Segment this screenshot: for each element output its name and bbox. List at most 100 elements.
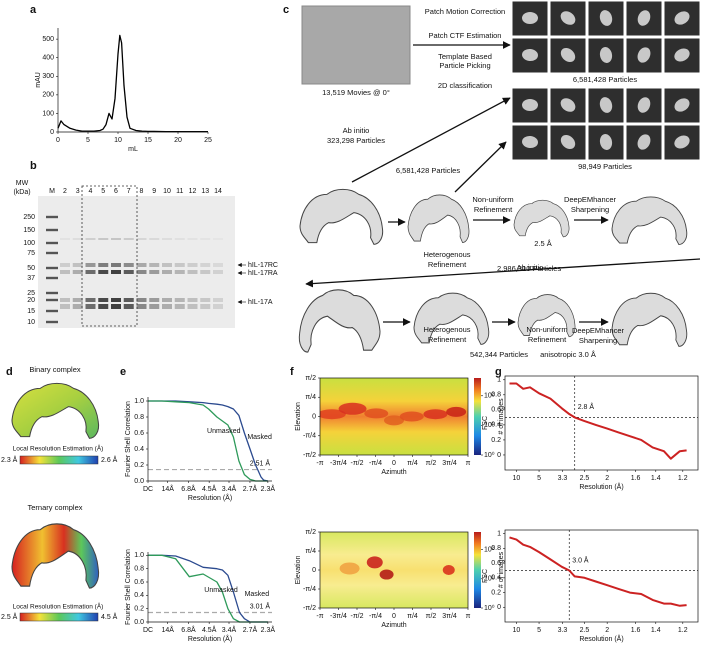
x-tick-label: 2.7Å <box>243 625 258 634</box>
gel-band <box>187 298 198 302</box>
series-line <box>509 536 687 607</box>
map-title: Binary complex <box>29 365 81 374</box>
gel-image <box>38 196 235 328</box>
x-tick-label: 2 <box>605 627 609 634</box>
y-axis-label: mAU <box>35 72 42 88</box>
x-tick-label: 0 <box>392 613 396 620</box>
lane-label: 8 <box>140 188 144 195</box>
band-label: hIL-17RA <box>248 270 278 277</box>
colorbar-label: 10¹ <box>484 576 495 583</box>
marker-band <box>46 276 58 280</box>
gel-band <box>98 238 109 240</box>
lane-label: 2 <box>63 188 67 195</box>
gel-band <box>174 298 185 302</box>
workflow-step: Refinement <box>428 260 467 269</box>
y-tick-label: -π/2 <box>303 452 316 459</box>
class-particle <box>637 47 651 63</box>
x-tick-label: -π/2 <box>351 613 364 620</box>
y-tick-label: 1.0 <box>134 398 144 405</box>
workflow-text: 13,519 Movies @ 0° <box>322 88 390 97</box>
marker-band <box>46 291 58 295</box>
workflow-step: Patch CTF Estimation <box>429 31 502 40</box>
annotation: 2.51 Å <box>250 458 271 467</box>
y-axis-label: FSC <box>482 416 489 430</box>
gel-band <box>123 304 134 309</box>
class-particle <box>522 48 538 62</box>
class-particle <box>560 98 576 112</box>
marker-label: 10 <box>27 319 35 326</box>
marker-band <box>46 320 58 324</box>
gel-band <box>60 263 70 267</box>
series-label: Masked <box>247 434 272 441</box>
x-tick-label: 2 <box>605 475 609 482</box>
gel-band <box>213 304 223 309</box>
lane-label: 13 <box>201 188 209 195</box>
gel-band <box>85 298 96 302</box>
x-axis-label: Azimuth <box>381 469 406 476</box>
y-tick-label: 400 <box>42 55 54 62</box>
x-tick-label: 4.5Å <box>202 484 217 493</box>
marker-band <box>46 241 58 245</box>
colorbar <box>19 612 99 622</box>
x-tick-label: 3.4Å <box>222 625 237 634</box>
workflow-step: Non-uniform <box>526 325 567 334</box>
annotation: 2.8 Å <box>578 402 595 411</box>
x-tick-label: 10 <box>512 475 520 482</box>
band-label: hIL-17RC <box>248 262 278 269</box>
lane-label: 9 <box>152 188 156 195</box>
gel-band <box>213 270 223 274</box>
x-tick-label: π <box>466 613 471 620</box>
x-tick-label: -π/4 <box>369 613 382 620</box>
class-particle <box>560 48 576 62</box>
gel-band <box>111 298 121 302</box>
workflow-text: 542,344 Particles <box>470 350 528 359</box>
workflow-step: Heterogenous <box>423 325 470 334</box>
gel-band <box>123 263 134 267</box>
marker-label: 75 <box>27 250 35 257</box>
x-tick-label: 1.2 <box>678 475 688 482</box>
density-map <box>513 199 570 238</box>
y-tick-label: 1.0 <box>134 552 144 559</box>
y-tick-label: 0.0 <box>134 478 144 485</box>
x-tick-label: 10 <box>512 627 520 634</box>
y-tick-label: 0.8 <box>491 392 501 399</box>
x-axis-label: Resolution (Å) <box>188 634 232 643</box>
y-tick-label: 0 <box>497 452 501 459</box>
marker-label: 15 <box>27 308 35 315</box>
gel-band <box>162 304 172 309</box>
density-map <box>298 289 381 353</box>
workflow-text: Ab initio <box>517 263 544 272</box>
gel-band <box>111 304 121 309</box>
colorbar <box>19 455 99 465</box>
gel-band <box>187 263 198 267</box>
gel-band <box>149 238 160 240</box>
arrow <box>351 97 511 183</box>
gel-band <box>136 298 147 302</box>
marker-label: 37 <box>27 275 35 282</box>
x-tick-label: 0 <box>392 460 396 467</box>
workflow-text: 6,581,428 Particles <box>396 166 460 175</box>
workflow-step: Refinement <box>428 335 467 344</box>
plot-frame <box>504 375 699 471</box>
y-tick-label: 0.2 <box>134 462 144 469</box>
y-tick-label: 0.0 <box>134 619 144 626</box>
gel-band <box>98 304 109 309</box>
series-line <box>57 34 208 133</box>
x-tick-label: -3π/4 <box>330 613 347 620</box>
y-tick-label: 0.8 <box>134 414 144 421</box>
workflow-step: Patch Motion Correction <box>425 7 505 16</box>
density-map <box>407 194 470 243</box>
lane-label: M <box>49 188 55 195</box>
class-particle <box>637 134 651 150</box>
x-tick-label: 1.4 <box>651 475 661 482</box>
gel-band <box>111 238 121 240</box>
marker-band <box>46 215 58 219</box>
colorbar-caption: Local Resolution Estimation (Å) <box>13 602 104 611</box>
class-particle <box>637 97 651 113</box>
y-tick-label: 0.6 <box>134 430 144 437</box>
x-tick-label: 5 <box>86 137 90 144</box>
x-tick-label: π/2 <box>426 613 437 620</box>
workflow-step: DeepEMhancer <box>564 195 617 204</box>
class-particle <box>522 12 538 24</box>
x-tick-label: π/2 <box>426 460 437 467</box>
